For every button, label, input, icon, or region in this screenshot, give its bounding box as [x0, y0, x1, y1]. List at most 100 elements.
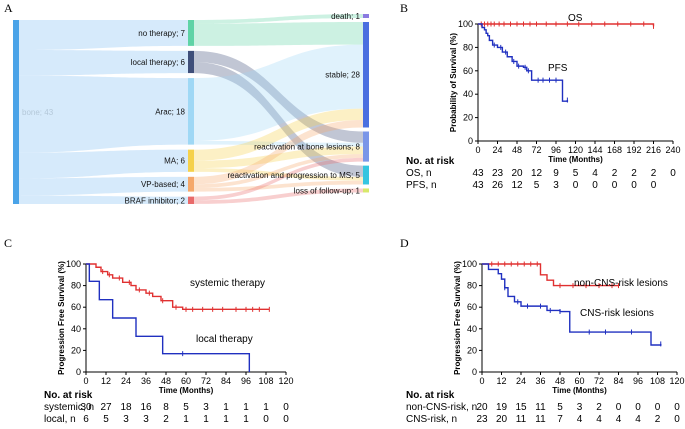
risk-label-0: non-CNS-risk, n — [406, 402, 477, 413]
risk-value-1-0: 23 — [476, 414, 488, 425]
treatment-node-2 — [188, 78, 194, 145]
y-tick-label-5: 100 — [462, 259, 477, 269]
treatment-label-1: local therapy; 6 — [131, 58, 186, 67]
y-tick-label-2: 40 — [463, 89, 473, 99]
x-tick-label-0: 0 — [475, 145, 480, 155]
risk-value-0-2: 15 — [515, 402, 527, 413]
risk-value-1-4: 2 — [163, 414, 169, 425]
flow-outcome-5 — [194, 140, 363, 147]
x-tick-label-8: 192 — [626, 145, 641, 155]
risk-label-0: systemic, n — [44, 402, 94, 413]
risk-value-1-6: 0 — [592, 180, 598, 191]
y-tick-label-0: 0 — [76, 367, 81, 377]
risk-value-1-5: 4 — [577, 414, 583, 425]
risk-value-0-6: 3 — [203, 402, 209, 413]
x-tick-label-2: 48 — [512, 145, 522, 155]
risk-value-1-5: 1 — [183, 414, 189, 425]
risk-value-0-8: 0 — [635, 402, 641, 413]
y-tick-label-1: 20 — [463, 113, 473, 123]
flow-source-4 — [19, 176, 188, 196]
panel-label-d: D — [400, 236, 409, 250]
risk-value-1-9: 0 — [651, 180, 657, 191]
treatment-label-0: no therapy; 7 — [138, 29, 185, 38]
risk-label-0: OS, n — [406, 168, 432, 179]
y-tick-label-1: 20 — [467, 345, 477, 355]
risk-value-0-9: 0 — [655, 402, 661, 413]
y-axis-label: Probability of Survival (%) — [449, 33, 458, 132]
series-label-1: PFS — [548, 63, 568, 74]
risk-header: No. at risk — [44, 390, 93, 401]
x-tick-label-10: 120 — [278, 376, 293, 386]
risk-value-1-7: 0 — [612, 180, 618, 191]
y-tick-label-3: 60 — [463, 66, 473, 76]
y-tick-label-4: 80 — [463, 42, 473, 52]
series-label-1: local therapy — [196, 334, 253, 345]
risk-value-1-10: 0 — [283, 414, 289, 425]
flow-outcome-7 — [194, 146, 363, 169]
treatment-label-4: VP-based; 4 — [141, 180, 186, 189]
risk-value-0-5: 5 — [183, 402, 189, 413]
risk-value-1-8: 4 — [635, 414, 641, 425]
risk-value-0-3: 16 — [140, 402, 152, 413]
y-axis-label: Progression Free Survival (%) — [57, 261, 66, 375]
risk-value-0-0: 20 — [476, 402, 488, 413]
outcome-label-1: stable; 28 — [325, 71, 360, 80]
series-label-0: systemic therapy — [190, 278, 265, 289]
x-tick-label-7: 84 — [221, 376, 231, 386]
risk-value-1-9: 2 — [655, 414, 661, 425]
flow-outcome-6 — [194, 108, 363, 161]
risk-value-0-7: 0 — [616, 402, 622, 413]
risk-value-1-2: 12 — [511, 180, 523, 191]
x-tick-label-4: 48 — [555, 376, 565, 386]
flow-outcome-2 — [194, 50, 363, 143]
risk-value-0-1: 23 — [492, 168, 504, 179]
risk-value-0-9: 2 — [651, 168, 657, 179]
series-label-0: non-CNS-risk lesions — [574, 278, 668, 289]
x-tick-label-5: 60 — [574, 376, 584, 386]
y-tick-label-2: 40 — [467, 324, 477, 334]
risk-value-0-3: 12 — [531, 168, 543, 179]
flow-source-0 — [19, 20, 188, 50]
x-tick-label-0: 0 — [479, 376, 484, 386]
x-tick-label-1: 12 — [101, 376, 111, 386]
x-tick-label-1: 12 — [496, 376, 506, 386]
treatment-node-3 — [188, 149, 194, 172]
series-line-1 — [482, 263, 662, 346]
risk-label-1: CNS-risk, n — [406, 414, 457, 425]
x-tick-label-7: 168 — [607, 145, 622, 155]
risk-value-1-3: 5 — [534, 180, 540, 191]
risk-value-0-10: 0 — [283, 402, 289, 413]
x-tick-label-7: 84 — [613, 376, 623, 386]
x-tick-label-1: 24 — [492, 145, 502, 155]
y-tick-label-4: 80 — [71, 281, 81, 291]
x-tick-label-4: 48 — [161, 376, 171, 386]
risk-value-1-6: 4 — [596, 414, 602, 425]
flow-outcome-12 — [194, 157, 363, 201]
risk-value-0-5: 3 — [577, 402, 583, 413]
risk-value-0-3: 11 — [535, 402, 546, 413]
x-tick-label-5: 120 — [568, 145, 583, 155]
flow-source-1 — [19, 49, 188, 76]
risk-value-0-7: 2 — [612, 168, 618, 179]
treatment-node-4 — [188, 176, 194, 192]
risk-value-0-1: 27 — [100, 402, 112, 413]
x-axis-label: Time (Months) — [548, 155, 603, 164]
source-node — [13, 20, 19, 204]
risk-label-1: local, n — [44, 414, 76, 425]
treatment-node-5 — [188, 196, 194, 204]
x-tick-label-2: 24 — [516, 376, 526, 386]
series-label-1: CNS-risk lesions — [580, 308, 654, 319]
series-label-0: OS — [568, 13, 583, 24]
x-tick-label-9: 216 — [646, 145, 661, 155]
y-tick-label-0: 0 — [468, 136, 473, 146]
treatment-label-2: Arac; 18 — [155, 107, 185, 116]
risk-value-1-4: 3 — [553, 180, 559, 191]
outcome-node-0 — [363, 14, 369, 18]
flow-outcome-11 — [194, 180, 363, 192]
risk-value-0-1: 19 — [496, 402, 508, 413]
x-tick-label-2: 24 — [121, 376, 131, 386]
outcome-label-3: reactivation and progression to MS; 5 — [227, 171, 360, 180]
risk-value-1-2: 11 — [516, 414, 527, 425]
